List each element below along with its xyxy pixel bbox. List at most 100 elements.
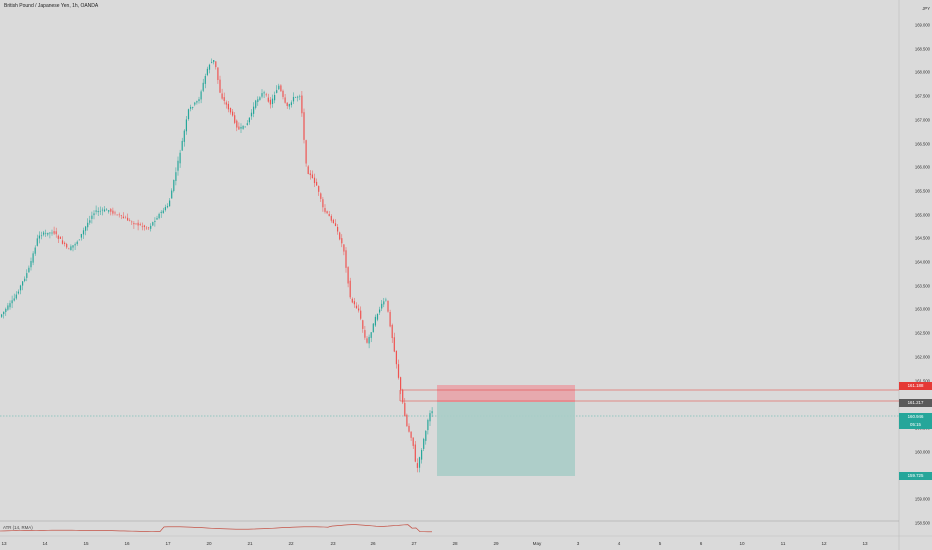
chart-title: British Pound / Japanese Yen, 1h, OANDA bbox=[4, 3, 99, 9]
current-price-badge: 160.946 bbox=[899, 413, 932, 421]
candle bbox=[124, 215, 127, 219]
candle bbox=[332, 218, 334, 224]
candle bbox=[156, 215, 158, 220]
candle-body bbox=[173, 179, 175, 191]
time-tick-label: May bbox=[532, 541, 542, 546]
price-tick-label: 160.000 bbox=[914, 449, 930, 455]
candle bbox=[137, 219, 139, 231]
candle-body bbox=[301, 95, 303, 114]
candle bbox=[72, 245, 74, 252]
candle-body bbox=[80, 233, 82, 238]
candle bbox=[202, 78, 204, 93]
time-tick-label: 4 bbox=[617, 541, 621, 546]
candle bbox=[353, 297, 355, 308]
candle-body bbox=[416, 463, 418, 468]
candle-body bbox=[408, 425, 410, 432]
candle-body bbox=[181, 140, 183, 151]
candle bbox=[364, 325, 366, 340]
candle bbox=[282, 89, 284, 100]
candle-body bbox=[13, 298, 15, 301]
price-tick-label: 168.000 bbox=[914, 69, 930, 75]
take-profit-zone bbox=[437, 402, 575, 476]
price-tick-label: 165.000 bbox=[914, 212, 930, 218]
candle bbox=[259, 96, 261, 101]
candle-body bbox=[3, 311, 5, 315]
candle-body bbox=[156, 218, 158, 220]
candle bbox=[355, 302, 358, 309]
candle-body bbox=[288, 104, 290, 107]
candle bbox=[345, 247, 347, 273]
candle bbox=[91, 211, 93, 224]
candle-body bbox=[208, 64, 211, 70]
candle bbox=[240, 123, 242, 133]
candle-body bbox=[347, 267, 349, 284]
candle-body bbox=[246, 123, 248, 125]
candle bbox=[30, 257, 32, 271]
candle bbox=[416, 458, 418, 473]
candle-body bbox=[282, 90, 284, 97]
candle-body bbox=[324, 208, 326, 212]
candle-body bbox=[332, 219, 334, 224]
candle-body bbox=[431, 411, 433, 414]
candle bbox=[225, 100, 227, 109]
candle bbox=[227, 101, 229, 113]
candle-body bbox=[240, 126, 242, 129]
candle bbox=[101, 207, 103, 216]
candle bbox=[389, 309, 391, 328]
candle-body bbox=[154, 220, 156, 223]
candle bbox=[412, 437, 414, 449]
candle bbox=[425, 430, 427, 445]
candle-body bbox=[26, 273, 28, 278]
candle bbox=[351, 297, 353, 304]
time-tick-label: 21 bbox=[247, 541, 253, 546]
candle bbox=[82, 227, 85, 239]
candle-body bbox=[19, 285, 22, 291]
candle-body bbox=[68, 248, 70, 250]
candle-body bbox=[17, 291, 19, 294]
candle bbox=[13, 293, 15, 302]
candle bbox=[97, 207, 99, 217]
candle bbox=[402, 388, 404, 405]
time-tick-label: 14 bbox=[42, 541, 48, 546]
candle-body bbox=[187, 109, 190, 120]
candle-body bbox=[284, 97, 286, 103]
candle-body bbox=[387, 300, 389, 312]
candle bbox=[271, 94, 274, 108]
candle bbox=[288, 103, 290, 110]
candle-body bbox=[59, 236, 61, 239]
candle-body bbox=[141, 226, 143, 228]
candle bbox=[307, 165, 309, 175]
candle bbox=[177, 156, 179, 176]
candle-body bbox=[99, 210, 101, 212]
candle bbox=[19, 284, 22, 295]
candle bbox=[103, 206, 106, 213]
candle bbox=[74, 242, 76, 251]
candle-body bbox=[215, 61, 217, 68]
candle bbox=[40, 231, 43, 240]
candle bbox=[171, 188, 173, 199]
candle bbox=[234, 112, 236, 125]
candle bbox=[181, 137, 183, 151]
candle bbox=[368, 334, 370, 349]
candle-body bbox=[257, 99, 259, 103]
candle-body bbox=[24, 278, 26, 282]
candle-body bbox=[381, 303, 383, 309]
candle-body bbox=[192, 107, 194, 108]
candle bbox=[219, 75, 221, 94]
candle-body bbox=[295, 97, 297, 98]
time-tick-label: 10 bbox=[739, 541, 745, 546]
candle bbox=[374, 314, 376, 327]
candle bbox=[198, 96, 200, 104]
candle bbox=[55, 227, 57, 238]
candle-body bbox=[110, 209, 112, 212]
price-tick-label: 167.500 bbox=[914, 93, 930, 99]
candle bbox=[309, 170, 311, 180]
candle-body bbox=[278, 85, 280, 90]
candle bbox=[133, 221, 135, 229]
candle-body bbox=[423, 438, 425, 449]
candle-body bbox=[393, 337, 395, 352]
candle-body bbox=[175, 172, 177, 181]
candle-body bbox=[43, 232, 45, 235]
